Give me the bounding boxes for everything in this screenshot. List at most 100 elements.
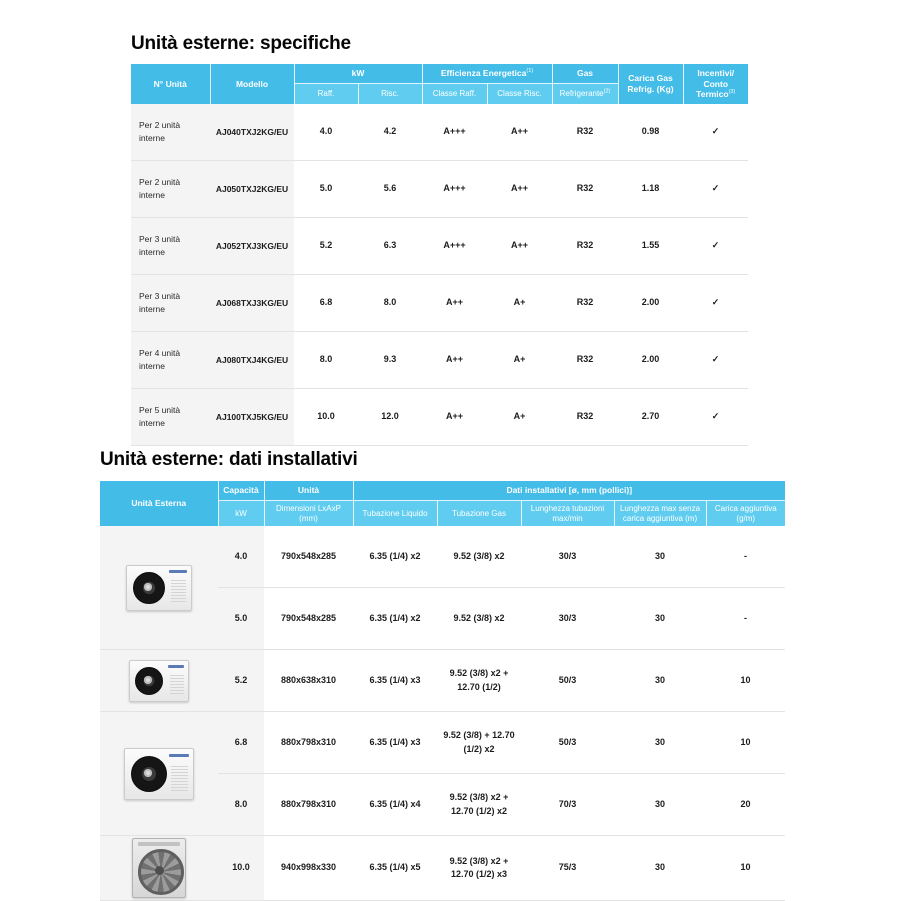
capacita-cell: 10.0 <box>218 835 264 901</box>
lunghezza-max-cell: 30 <box>614 587 706 650</box>
unit-vents-shape <box>171 763 188 791</box>
carica-gas-cell: 1.55 <box>618 217 683 275</box>
tubazione-gas-cell: 9.52 (3/8) x2 <box>437 587 521 650</box>
dimensioni-cell: 790x548x285 <box>264 587 353 650</box>
outdoor-unit-illustration <box>126 564 192 611</box>
classe-raff-cell: A++ <box>422 331 487 389</box>
carica-aggiuntiva-cell: 10 <box>706 835 786 901</box>
tubazione-gas-cell: 9.52 (3/8) + 12.70 (1/2) x2 <box>437 711 521 774</box>
kw-risc-cell: 5.6 <box>358 160 422 218</box>
n-unita-cell: Per 3 unità interne <box>131 274 210 332</box>
unit-logo-shape <box>138 842 180 846</box>
col-group-efficienza-energetica: Efficienza Energetica(1) <box>421 64 552 84</box>
spec-table-row: Per 2 unità interne AJ050TXJ2KG/EU 5.0 5.6 A… <box>131 160 748 218</box>
col-header-unita-esterna: Unità Esterna <box>100 481 218 526</box>
kw-raff-cell: 10.0 <box>294 388 358 446</box>
tubazione-gas-cell: 9.52 (3/8) x2 + 12.70 (1/2) x2 <box>437 773 521 836</box>
unit-hub-shape <box>144 768 152 777</box>
spec-table-row: Per 3 unità interne AJ068TXJ3KG/EU 6.8 8.0 A… <box>131 274 748 332</box>
col-group-gas: Gas <box>551 64 618 84</box>
kw-raff-cell: 5.0 <box>294 160 358 218</box>
col-subheader-kw: kW <box>217 500 264 526</box>
n-unita-cell: Per 2 unità interne <box>131 104 210 161</box>
unit-logo-shape <box>169 753 189 757</box>
lunghezza-tubazioni-cell: 30/3 <box>521 526 614 588</box>
spec-table-row: Per 4 unità interne AJ080TXJ4KG/EU 8.0 9.3 A… <box>131 331 748 389</box>
install-table-row: 5.0 790x548x285 6.35 (1/4) x2 9.52 (3/8) x2… <box>100 587 786 650</box>
outdoor-unit-illustration <box>124 747 194 800</box>
col-subheader-raff: Raff. <box>293 83 358 104</box>
col-subheader-classe-risc: Classe Risc. <box>486 83 552 104</box>
capacita-cell: 5.0 <box>218 587 264 650</box>
carica-gas-cell: 2.70 <box>618 388 683 446</box>
lunghezza-tubazioni-cell: 50/3 <box>521 711 614 774</box>
carica-aggiuntiva-cell: 20 <box>706 773 786 836</box>
capacita-cell: 8.0 <box>218 773 264 836</box>
refrigerante-cell: R32 <box>552 331 618 389</box>
col-group-dati-installativi: Dati installativi [ø, mm (pollici)] <box>352 481 786 501</box>
check-icon: ✓ <box>683 388 748 446</box>
check-icon: ✓ <box>683 104 748 161</box>
classe-raff-cell: A+++ <box>422 160 487 218</box>
section-title-specifiche: Unità esterne: specifiche <box>131 33 351 54</box>
tubazione-liquido-cell: 6.35 (1/4) x4 <box>353 773 437 836</box>
outdoor-unit-image-790 <box>100 526 218 650</box>
modello-cell: AJ052TXJ3KG/EU <box>210 217 294 275</box>
col-group-capacita: Capacità <box>217 481 264 501</box>
col-subheader-carica-aggiuntiva: Carica aggiuntiva (g/m) <box>705 500 786 526</box>
lunghezza-max-cell: 30 <box>614 526 706 588</box>
check-icon: ✓ <box>683 217 748 275</box>
classe-risc-cell: A+ <box>487 331 552 389</box>
unit-fan-shape <box>133 571 165 604</box>
unit-logo-shape <box>168 664 184 668</box>
dimensioni-cell: 880x798x310 <box>264 711 353 774</box>
install-table-row: 8.0 880x798x310 6.35 (1/4) x4 9.52 (3/8) x2… <box>100 773 786 836</box>
modello-cell: AJ050TXJ2KG/EU <box>210 160 294 218</box>
lunghezza-tubazioni-cell: 50/3 <box>521 649 614 712</box>
dimensioni-cell: 880x638x310 <box>264 649 353 712</box>
dimensioni-cell: 790x548x285 <box>264 526 353 588</box>
kw-risc-cell: 8.0 <box>358 274 422 332</box>
col-group-kw: kW <box>293 64 422 84</box>
tubazione-gas-cell: 9.52 (3/8) x2 <box>437 526 521 588</box>
spec-table-body: Per 2 unità interne AJ040TXJ2KG/EU 4.0 4.2 A… <box>131 104 748 446</box>
unit-vents-shape <box>170 672 184 694</box>
unit-hub-shape <box>155 866 164 875</box>
install-table-body: 4.0 790x548x285 6.35 (1/4) x2 9.52 (3/8) x2… <box>100 526 786 901</box>
kw-raff-cell: 8.0 <box>294 331 358 389</box>
tubazione-liquido-cell: 6.35 (1/4) x2 <box>353 587 437 650</box>
modello-cell: AJ080TXJ4KG/EU <box>210 331 294 389</box>
refrigerante-cell: R32 <box>552 104 618 161</box>
install-table: Unità Esterna Capacità Unità Dati instal… <box>100 481 786 901</box>
footnote-ref-3: (3) <box>728 89 736 96</box>
lunghezza-max-cell: 30 <box>614 773 706 836</box>
col-header-carica-gas: Carica Gas Refrig. (Kg) <box>617 64 683 104</box>
install-table-row: 10.0 940x998x330 6.35 (1/4) x5 9.52 (3/8) x… <box>100 835 786 901</box>
col-subheader-lunghezza-max: Lunghezza max senza carica aggiuntiva (m… <box>613 500 706 526</box>
tubazione-liquido-cell: 6.35 (1/4) x3 <box>353 649 437 712</box>
dimensioni-cell: 940x998x330 <box>264 835 353 901</box>
carica-aggiuntiva-cell: 10 <box>706 711 786 774</box>
modello-cell: AJ100TXJ5KG/EU <box>210 388 294 446</box>
col-subheader-refrigerante: Refrigerante(2) <box>551 83 618 104</box>
col-subheader-tubazione-gas: Tubazione Gas <box>436 500 521 526</box>
capacita-cell: 4.0 <box>218 526 264 588</box>
kw-risc-cell: 4.2 <box>358 104 422 161</box>
unit-logo-shape <box>169 569 187 573</box>
outdoor-unit-illustration <box>132 838 186 898</box>
kw-risc-cell: 12.0 <box>358 388 422 446</box>
dimensioni-cell: 880x798x310 <box>264 773 353 836</box>
carica-gas-cell: 1.18 <box>618 160 683 218</box>
footnote-ref-2: (2) <box>603 88 611 95</box>
refrigerante-cell: R32 <box>552 274 618 332</box>
kw-raff-cell: 4.0 <box>294 104 358 161</box>
refrigerante-cell: R32 <box>552 160 618 218</box>
modello-cell: AJ040TXJ2KG/EU <box>210 104 294 161</box>
check-icon: ✓ <box>683 160 748 218</box>
refrigerante-cell: R32 <box>552 217 618 275</box>
col-subheader-dimensioni: Dimensioni LxAxP (mm) <box>263 500 353 526</box>
classe-raff-cell: A++ <box>422 388 487 446</box>
spec-table-row: Per 3 unità interne AJ052TXJ3KG/EU 5.2 6.3 A… <box>131 217 748 275</box>
check-icon: ✓ <box>683 274 748 332</box>
